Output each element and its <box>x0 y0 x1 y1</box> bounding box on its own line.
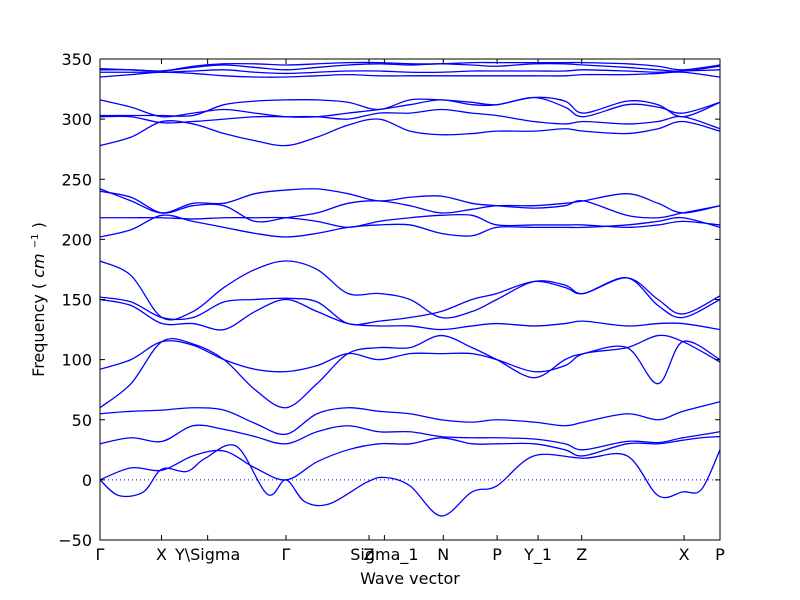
x-tick-label: P <box>492 545 502 564</box>
band-line-15 <box>100 108 720 130</box>
band-line-10 <box>100 214 720 238</box>
band-line-6 <box>100 334 720 373</box>
band-line-3 <box>100 424 720 451</box>
band-line-19 <box>100 69 720 75</box>
x-tick-label: Γ <box>96 545 105 564</box>
x-tick-label: N <box>437 545 449 564</box>
x-tick-label: Sigma_1 <box>350 545 418 565</box>
band-line-2 <box>100 435 720 481</box>
y-tick-label: 150 <box>61 291 92 310</box>
y-tick-label: 100 <box>61 351 92 370</box>
x-axis-label: Wave vector <box>360 569 460 588</box>
plot-area <box>100 61 720 517</box>
band-line-4 <box>100 401 720 435</box>
band-line-20 <box>100 62 720 72</box>
x-tick-label: Y\Sigma <box>174 545 240 564</box>
band-line-13 <box>100 188 720 219</box>
band-line-5 <box>100 334 720 409</box>
y-tick-label: 0 <box>82 471 92 490</box>
x-tick-label: Γ <box>282 545 291 564</box>
band-line-9 <box>100 260 720 321</box>
band-line-14 <box>100 118 720 147</box>
y-tick-label: −50 <box>58 531 92 550</box>
band-line-12 <box>100 190 720 223</box>
y-tick-label: 50 <box>72 411 92 430</box>
y-tick-label: 300 <box>61 110 92 129</box>
y-tick-label: 250 <box>61 170 92 189</box>
y-axis-label: Frequency ( cm −1 ) <box>23 222 48 377</box>
x-tick-label: Y_1 <box>523 545 552 565</box>
x-tick-label: X <box>156 545 167 564</box>
band-line-18 <box>100 71 720 78</box>
band-line-17 <box>100 96 720 118</box>
y-tick-label: 350 <box>61 50 92 69</box>
band-line-21 <box>100 61 720 72</box>
y-axis-label-unit: cm <box>29 253 48 277</box>
band-line-7 <box>100 298 720 331</box>
band-line-11 <box>100 213 720 229</box>
y-tick-label: 200 <box>61 230 92 249</box>
y-axis-label-text: Frequency <box>29 294 48 377</box>
band-line-16 <box>100 96 720 118</box>
x-tick-label: X <box>679 545 690 564</box>
x-tick-label: Z <box>576 545 587 564</box>
y-axis-label-unit-power: −1 <box>30 234 41 249</box>
band-line-1 <box>100 444 720 517</box>
band-line-8 <box>100 277 720 326</box>
x-tick-label: P <box>715 545 725 564</box>
y-axis-ticks: −50 0 50 100 150 200 250 300 350 <box>58 50 720 550</box>
x-tick-label: Z <box>364 545 375 564</box>
